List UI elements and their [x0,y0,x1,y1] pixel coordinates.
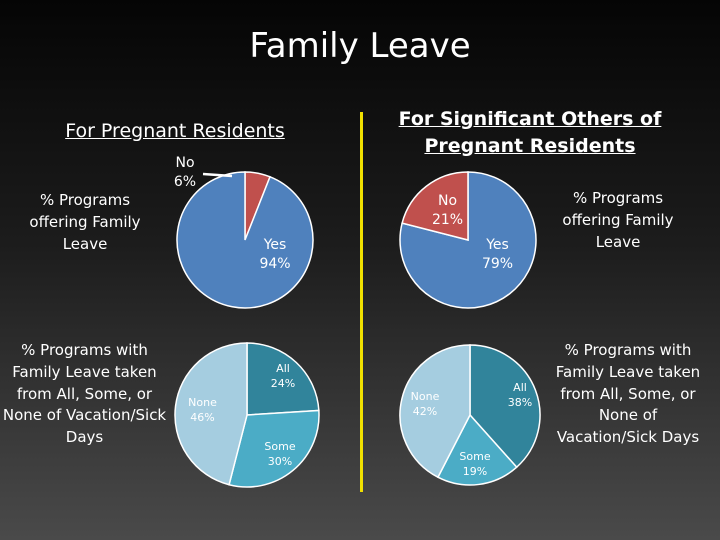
pie1-label-yes: Yes 94% [259,237,291,272]
page-title: Family Leave [249,26,471,66]
section-title-significant-others: For Significant Others of Pregnant Resid… [398,108,662,157]
pie2-label-yes: Yes 79% [481,237,514,272]
left-top-chart-caption: % Programs offering Family Leave [29,191,141,253]
pie4-slice-some [436,413,518,486]
pie4-label-some: Some 19% [459,450,491,478]
pie1-leader-line [202,172,233,178]
pie3-slice-none [174,342,248,486]
pie3-label-none: None 46% [188,396,217,424]
pie3-label-all: All 24% [270,362,296,390]
pie3-label-some: Some 30% [264,440,296,468]
pie4-slice-all [469,344,541,469]
pie3-slice-all [246,342,320,416]
right-bottom-chart-caption: % Programs with Family Leave taken from … [555,341,701,446]
pie4-slice-none [399,344,471,479]
section-divider [360,112,363,492]
pie1-label-no: No 6% [173,155,197,190]
pie3-slice-some [228,409,320,488]
pie4-label-all: All 38% [507,381,533,409]
pie4-label-none: None 42% [410,390,440,418]
section-title-pregnant-residents: For Pregnant Residents [65,120,285,142]
pie1-slice-yes [176,171,314,309]
pie2-slice-no [401,171,469,241]
pie2-label-no: No 21% [431,193,464,228]
left-bottom-chart-caption: % Programs with Family Leave taken from … [2,341,167,446]
right-top-chart-caption: % Programs offering Family Leave [562,189,674,251]
